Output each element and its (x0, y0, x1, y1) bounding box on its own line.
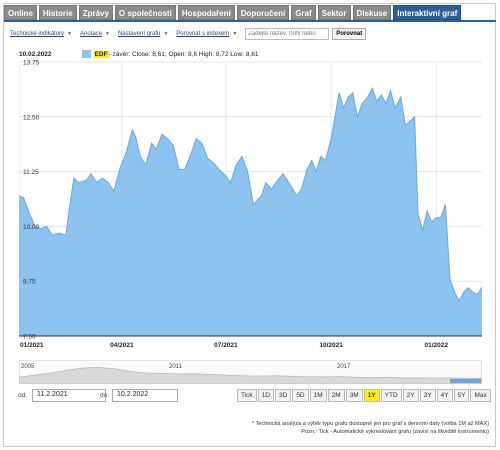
series-summary: - závěr: Close: 8,61; Open: 8,6 High: 8,… (108, 50, 259, 58)
tab-2[interactable]: Zprávy (78, 5, 113, 20)
range-button-1m[interactable]: 1M (309, 389, 327, 402)
range-button-1y[interactable]: 1Y (363, 389, 380, 402)
series-swatch (81, 50, 91, 58)
range-button-3y[interactable]: 3Y (419, 389, 436, 402)
tab-bar: Online Historie Zprávy O společnosti Hospoda… (4, 5, 462, 20)
y-tick-label: 7.50 (23, 334, 36, 341)
chevron-down-icon[interactable]: ▼ (67, 31, 72, 37)
compare-button[interactable]: Porovnat (332, 28, 367, 40)
compare-index-link[interactable]: Porovnat s indexem (176, 31, 230, 37)
tab-9[interactable]: Interaktivní graf (393, 5, 462, 20)
chevron-down-icon[interactable]: ▼ (163, 31, 169, 37)
chevron-down-icon[interactable]: ▼ (105, 31, 110, 37)
range-button-5d[interactable]: 5D (292, 389, 309, 402)
tab-3[interactable]: O společnosti (114, 5, 176, 20)
navigator-year-label: 2017 (337, 364, 351, 370)
navigator-year-label: 2011 (169, 364, 183, 370)
tab-underline (4, 20, 496, 22)
x-tick-label: 01/2021 (20, 342, 44, 349)
x-tick-label: 01/2022 (425, 342, 449, 349)
range-button-tick[interactable]: Tick (237, 389, 257, 402)
navigator-selection[interactable] (450, 379, 481, 383)
footnote-tick: Pozn.: Tick - Automatické vykreslování g… (301, 429, 489, 435)
tab-6[interactable]: Graf (291, 5, 316, 20)
series-name: EDF (93, 50, 109, 58)
chevron-down-icon[interactable]: ▼ (232, 31, 238, 37)
range-button-max[interactable]: Max (470, 389, 491, 402)
x-tick-label: 10/2021 (319, 342, 343, 349)
tab-8[interactable]: Diskuse (352, 5, 392, 20)
footnotes: * Technická analýza a výběr typu grafu d… (252, 420, 489, 436)
range-button-5y[interactable]: 5Y (453, 389, 470, 402)
y-tick-label: 12.50 (23, 114, 40, 121)
chart-header: 10.02.2022 EDF - závěr: Close: 8,61; Ope… (19, 50, 259, 58)
range-controls: od: 11.2.2021 do: 10.2.2022 Tick 1D 3D 5D 1M… (15, 389, 491, 403)
technical-indicators-link[interactable]: Technické indikátory (10, 31, 65, 37)
range-button-3d[interactable]: 3D (275, 389, 292, 402)
tab-0[interactable]: Online (4, 5, 37, 20)
footnote-analysis: * Technická analýza a výběr typu grafu d… (251, 421, 489, 427)
chart-settings-link[interactable]: Nastavení grafu (117, 31, 161, 37)
tab-1[interactable]: Historie (38, 5, 77, 20)
range-button-ytd[interactable]: YTD (380, 389, 402, 402)
navigator-year-label: 2005 (21, 364, 35, 370)
current-date: 10.02.2022 (19, 50, 52, 58)
tab-5[interactable]: Doporučení (236, 5, 290, 20)
from-date-input[interactable]: 11.2.2021 (32, 389, 106, 402)
y-tick-label: 13.75 (23, 60, 40, 67)
annotations-link[interactable]: Anotace (79, 31, 103, 37)
x-tick-label: 04/2021 (110, 342, 134, 349)
range-button-4y[interactable]: 4Y (436, 389, 453, 402)
series-area (19, 88, 482, 336)
from-label: od: (18, 392, 28, 399)
chart-toolbar: Technické indikátory ▼ Anotace ▼ Nastave… (10, 28, 367, 40)
series-line (19, 87, 482, 302)
tab-7[interactable]: Sektor (317, 5, 351, 20)
range-buttons: Tick 1D 3D 5D 1M 2M 3M 1Y YTD 2Y 3Y 4Y 5Y Max (237, 389, 491, 402)
compare-search-input[interactable] (245, 28, 330, 40)
range-button-3m[interactable]: 3M (345, 389, 363, 402)
x-tick-label: 07/2021 (214, 342, 238, 349)
y-tick-label: 8.75 (23, 279, 36, 286)
tab-4[interactable]: Hospodaření (177, 5, 235, 20)
range-button-2y[interactable]: 2Y (402, 389, 419, 402)
navigator-profile (19, 367, 482, 384)
range-navigator[interactable]: 2005 2011 2017 (19, 360, 482, 384)
range-button-2m[interactable]: 2M (327, 389, 345, 402)
y-tick-label: 11.25 (23, 169, 39, 176)
to-date-input[interactable]: 10.2.2022 (112, 389, 178, 402)
range-button-1d[interactable]: 1D (257, 389, 274, 402)
to-label: do: (100, 392, 110, 399)
y-tick-label: 10.00 (23, 224, 40, 231)
